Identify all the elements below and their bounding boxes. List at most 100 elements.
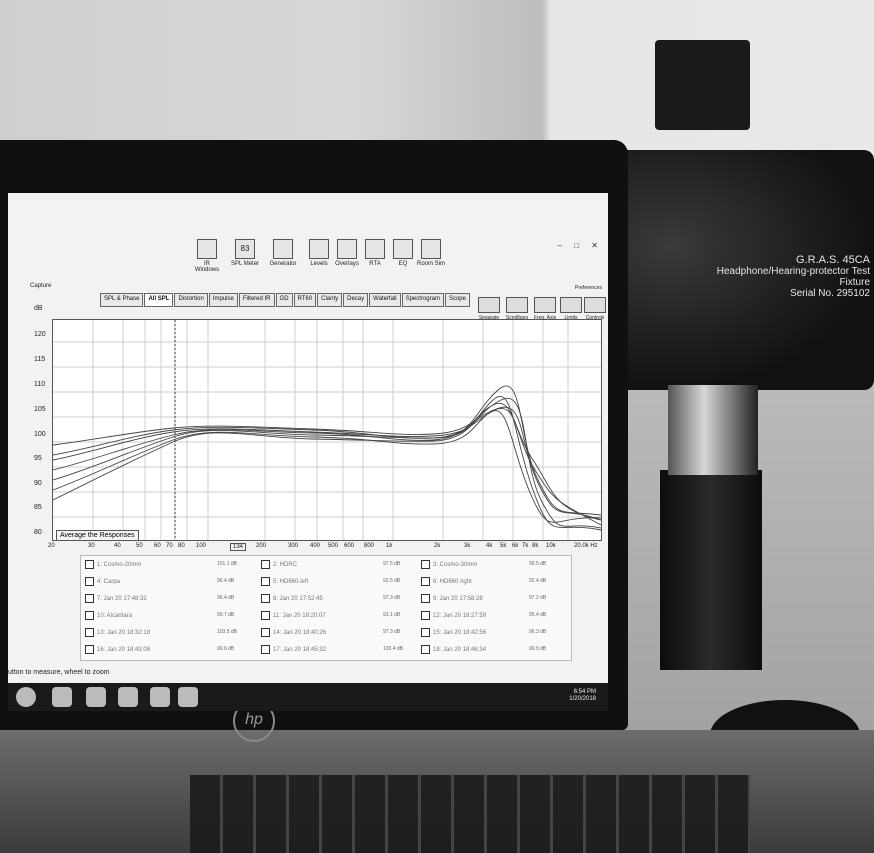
separate-button[interactable]: Separate	[476, 297, 502, 321]
legend-value: 99.6 dB	[217, 646, 235, 652]
tab-spl-phase[interactable]: SPL & Phase	[100, 293, 144, 307]
toolbar-generator[interactable]: Generator	[268, 239, 298, 267]
legend-value: 92.4 dB	[529, 578, 547, 584]
legend-item[interactable]: 8: Jan 20 17:52:45	[261, 594, 323, 603]
legend-checkbox[interactable]	[261, 594, 270, 603]
tab-all-spl[interactable]: All SPL	[144, 293, 174, 307]
toolbar-levels[interactable]: Levels	[304, 239, 334, 267]
toolbar-ir-windows[interactable]: IR Windows	[192, 239, 222, 273]
x-tick: 4k	[486, 543, 493, 549]
controls-label: Controls	[585, 315, 605, 321]
legend-item[interactable]: 12: Jan 20 18:27:59	[421, 611, 486, 620]
legend-checkbox[interactable]	[85, 628, 94, 637]
legend-checkbox[interactable]	[261, 560, 270, 569]
legend-value: 93.1 dB	[383, 612, 401, 618]
legend-checkbox[interactable]	[261, 628, 270, 637]
windows-taskbar: 6:54 PM 1/20/2018	[8, 683, 608, 711]
legend-item[interactable]: 16: Jan 20 18:43:08	[85, 645, 150, 654]
x-tick: 600	[344, 543, 355, 549]
legend-label: 17: Jan 20 18:45:32	[273, 647, 327, 654]
tab-distortion[interactable]: Distortion	[174, 293, 208, 307]
legend-checkbox[interactable]	[421, 577, 430, 586]
toolbar-label: Levels	[310, 261, 328, 267]
legend-item[interactable]: 6: HD660 right	[421, 577, 472, 586]
toolbar-spl-meter[interactable]: 83 SPL Meter	[230, 239, 260, 267]
toolbar-room-sim[interactable]: Room Sim	[416, 239, 446, 267]
legend-checkbox[interactable]	[85, 645, 94, 654]
preferences-button[interactable]: Preferences	[575, 285, 602, 291]
taskbar-app-icon[interactable]	[52, 687, 72, 707]
legend-value: 93.5 dB	[383, 578, 401, 584]
legend-value: 90.5 dB	[529, 561, 547, 567]
legend-value: 97.3 dB	[383, 595, 401, 601]
taskbar-app-icon[interactable]	[118, 687, 138, 707]
legend-item[interactable]: 9: Jan 20 17:58:28	[421, 594, 483, 603]
average-responses-button[interactable]: Average the Responses	[56, 530, 139, 541]
toolbar-eq[interactable]: EQ	[388, 239, 418, 267]
tab-spectrogram[interactable]: Spectrogram	[401, 293, 444, 307]
legend-label: 8: Jan 20 17:52:45	[273, 596, 323, 603]
legend-checkbox[interactable]	[421, 611, 430, 620]
maximize-button[interactable]: □	[574, 241, 580, 250]
legend-checkbox[interactable]	[261, 645, 270, 654]
tab-impulse[interactable]: Impulse	[208, 293, 238, 307]
legend-checkbox[interactable]	[421, 645, 430, 654]
legend-item[interactable]: 15: Jan 20 18:42:56	[421, 628, 486, 637]
legend-item[interactable]: 3: Cosmo-30mm	[421, 560, 477, 569]
limits-button[interactable]: Limits	[558, 297, 584, 321]
taskbar-rew-icon[interactable]	[178, 687, 198, 707]
legend-item[interactable]: 1: Cosmo-20mm	[85, 560, 141, 569]
close-button[interactable]: ✕	[591, 241, 598, 250]
tab-rt60[interactable]: RT60	[293, 293, 317, 307]
legend-item[interactable]: 5: HD660-left	[261, 577, 308, 586]
legend-item[interactable]: 2: HDRC	[261, 560, 297, 569]
legend-label: 7: Jan 20 17:48:32	[97, 596, 147, 603]
controls-button[interactable]: Controls	[582, 297, 608, 321]
legend-item[interactable]: 18: Jan 20 18:46:34	[421, 645, 486, 654]
legend-item[interactable]: 4: Carpa	[85, 577, 120, 586]
legend-item[interactable]: 14: Jan 20 18:40:26	[261, 628, 326, 637]
freq-axis-label: Freq. Axis	[533, 315, 557, 321]
legend-item[interactable]: 10: Alcantara	[85, 611, 132, 620]
fixture-headband	[655, 40, 750, 130]
tab-decay[interactable]: Decay	[343, 293, 369, 307]
toolbar-overlays[interactable]: Overlays	[332, 239, 362, 267]
toolbar-rta[interactable]: RTA	[360, 239, 390, 267]
spl-plot[interactable]	[52, 319, 602, 541]
tab-scope[interactable]: Scope	[444, 293, 470, 307]
legend-item[interactable]: 11: Jan 20 18:20:07	[261, 611, 326, 620]
toolbar-label: Overlays	[335, 261, 359, 267]
tab-waterfall[interactable]: Waterfall	[369, 293, 401, 307]
legend-item[interactable]: 13: Jan 20 18:32:18	[85, 628, 150, 637]
minimize-button[interactable]: –	[557, 241, 562, 250]
legend-checkbox[interactable]	[421, 560, 430, 569]
y-tick: 95	[34, 455, 42, 462]
x-tick: 70	[166, 543, 173, 549]
window-controls[interactable]: – □ ✕	[558, 241, 598, 250]
legend-checkbox[interactable]	[421, 628, 430, 637]
taskbar-app-icon[interactable]	[150, 687, 170, 707]
legend-checkbox[interactable]	[261, 577, 270, 586]
x-tick: 20.0k Hz	[574, 543, 598, 549]
system-clock[interactable]: 6:54 PM 1/20/2018	[569, 689, 596, 703]
legend-item[interactable]: 17: Jan 20 18:45:32	[261, 645, 326, 654]
toolbar-label: Generator	[269, 261, 297, 267]
legend-checkbox[interactable]	[85, 577, 94, 586]
legend-checkbox[interactable]	[421, 594, 430, 603]
legend-label: 1: Cosmo-20mm	[97, 562, 142, 569]
taskbar-mail-icon[interactable]	[86, 687, 106, 707]
legend-checkbox[interactable]	[85, 611, 94, 620]
tab-clarity[interactable]: Clarity	[317, 293, 343, 307]
legend-item[interactable]: 7: Jan 20 17:48:32	[85, 594, 147, 603]
tab-gd[interactable]: GD	[275, 293, 293, 307]
capture-button[interactable]: Capture	[30, 283, 51, 289]
generator-icon	[273, 239, 293, 259]
legend-checkbox[interactable]	[85, 560, 94, 569]
start-button[interactable]	[16, 687, 36, 707]
fixture-description: Headphone/Hearing-protector Test Fixture	[716, 266, 870, 288]
freq-axis-button[interactable]: Freq. Axis	[532, 297, 558, 321]
scrollbars-button[interactable]: Scrollbars	[504, 297, 530, 321]
legend-checkbox[interactable]	[261, 611, 270, 620]
tab-filtered-ir[interactable]: Filtered IR	[238, 293, 275, 307]
legend-checkbox[interactable]	[85, 594, 94, 603]
